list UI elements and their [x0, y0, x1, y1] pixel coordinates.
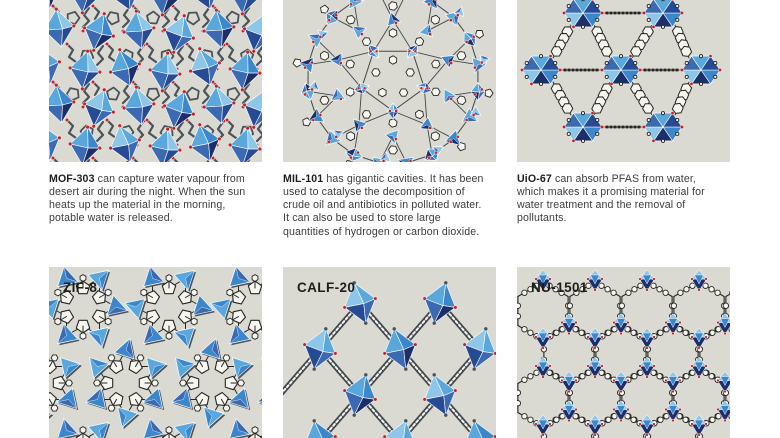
- caption-mof-303: MOF-303 can capture water vapour from de…: [49, 173, 252, 226]
- top-panel-row: MOF-303 can capture water vapour from de…: [49, 0, 730, 239]
- mil-101-description: has gigantic cavities. It has been used …: [283, 173, 484, 238]
- mof-303-structure-image: [49, 0, 262, 162]
- nu-1501-label: NU-1501: [531, 280, 588, 295]
- zif-8-label: ZIF-8: [63, 280, 98, 295]
- caption-uio-67: UiO-67 can absorb PFAS from water, which…: [517, 173, 720, 226]
- zif-8-structure-image: ZIF-8: [49, 267, 262, 438]
- bottom-panel-row: ZIF-8 CALF-20 NU-1501: [49, 267, 730, 438]
- panel-uio-67: UiO-67 can absorb PFAS from water, which…: [517, 0, 730, 239]
- uio-67-name: UiO-67: [517, 173, 552, 185]
- calf-20-structure-image: CALF-20: [283, 267, 496, 438]
- panel-mil-101: MIL-101 has gigantic cavities. It has be…: [283, 0, 496, 239]
- mof-303-description: can capture water vapour from desert air…: [49, 173, 246, 225]
- mil-101-name: MIL-101: [283, 173, 324, 185]
- caption-mil-101: MIL-101 has gigantic cavities. It has be…: [283, 173, 486, 239]
- panel-nu-1501: NU-1501: [517, 267, 730, 438]
- panel-mof-303: MOF-303 can capture water vapour from de…: [49, 0, 262, 239]
- uio-67-description: can absorb PFAS from water, which makes …: [517, 173, 705, 225]
- mil-101-structure-image: [283, 0, 496, 162]
- nu-1501-structure-image: NU-1501: [517, 267, 730, 438]
- panel-zif-8: ZIF-8: [49, 267, 262, 438]
- panel-calf-20: CALF-20: [283, 267, 496, 438]
- uio-67-structure-image: [517, 0, 730, 162]
- calf-20-label: CALF-20: [297, 280, 356, 295]
- mof-303-name: MOF-303: [49, 173, 95, 185]
